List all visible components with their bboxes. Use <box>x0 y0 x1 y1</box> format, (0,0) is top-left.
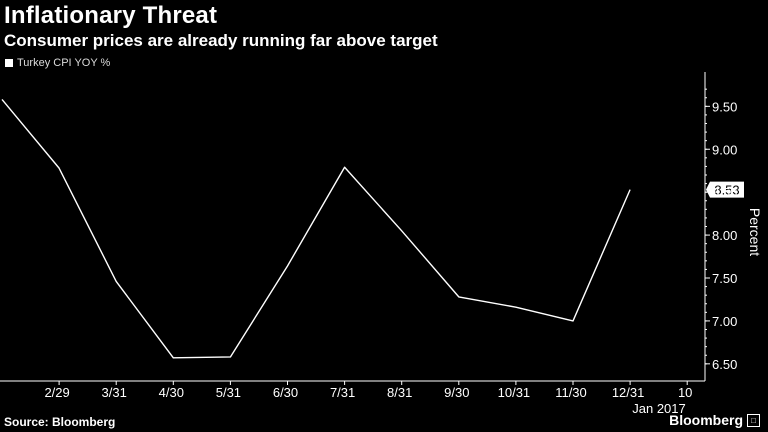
tick-labels: 6.50 7.00 7.50 8.00 8.50 9.00 9.50 2/29 3/31 4/30… <box>44 99 763 416</box>
x-tick-label: 8/31 <box>387 385 412 400</box>
series-layer: 8.53 <box>1 99 744 359</box>
x-tick-label: 11/30 <box>555 385 587 400</box>
x-tick-label: 10/31 <box>498 385 531 400</box>
y-tick-label: 9.00 <box>712 142 737 157</box>
y-tick-label: 9.50 <box>712 99 737 114</box>
brand-logo: Bloomberg □ <box>669 412 760 428</box>
y-tick-label: 7.50 <box>712 271 737 286</box>
x-tick-label: 2/29 <box>44 385 69 400</box>
legend: Turkey CPI YOY % <box>5 57 110 69</box>
chart-title: Inflationary Threat <box>4 2 218 29</box>
x-tick-label: 3/31 <box>102 385 127 400</box>
y-tick-label: 7.00 <box>712 314 737 329</box>
x-tick-label: 12/31 <box>612 385 645 400</box>
source-note: Source: Bloomberg <box>4 415 116 429</box>
x-tick-label: 4/30 <box>159 385 184 400</box>
legend-swatch <box>5 59 13 67</box>
x-tick-label: 10 <box>678 385 692 400</box>
x-tick-label: 6/30 <box>273 385 298 400</box>
brand-name: Bloomberg <box>669 412 743 428</box>
legend-label: Turkey CPI YOY % <box>17 57 111 69</box>
y-tick-label: 6.50 <box>712 357 737 372</box>
chart-subtitle: Consumer prices are already running far … <box>4 31 438 50</box>
x-tick-label: 7/31 <box>330 385 355 400</box>
x-tick-label: 9/30 <box>444 385 469 400</box>
last-value-box <box>706 181 744 198</box>
y-tick-label: 8.50 <box>712 185 737 200</box>
x-sub-label: Jan 2017 <box>632 401 686 416</box>
brand-icon: □ <box>747 413 760 427</box>
y-tick-label: 8.00 <box>712 228 737 243</box>
x-tick-label: 5/31 <box>216 385 241 400</box>
series-line <box>1 99 631 359</box>
last-value-label: 8.53 <box>714 183 739 198</box>
y-axis-title: Percent <box>747 208 763 256</box>
axes <box>0 72 710 385</box>
